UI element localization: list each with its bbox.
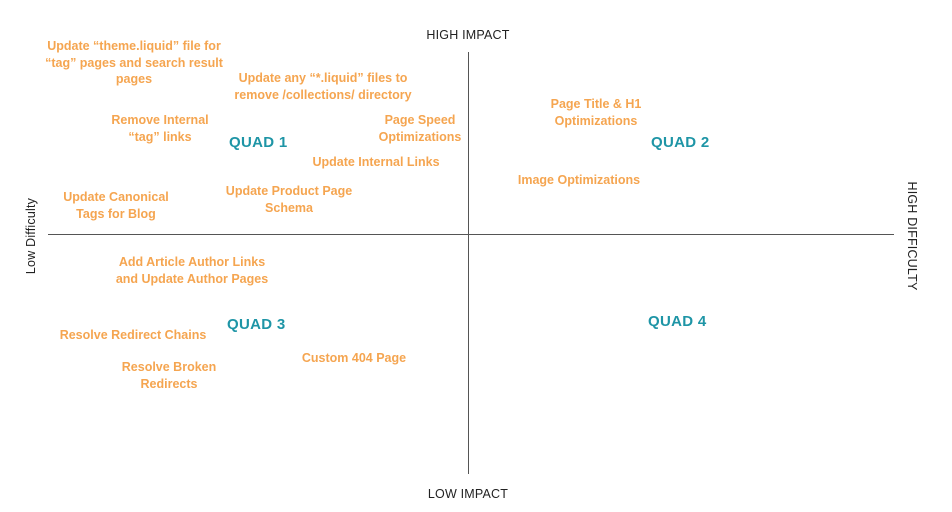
task-image-optimizations: Image Optimizations [517, 173, 641, 187]
quad-2-label: QUAD 2 [651, 134, 710, 151]
quad-4-label: QUAD 4 [648, 313, 707, 330]
task-update-theme-liquid: Update “theme.liquid” file for “tag” pag… [45, 39, 223, 86]
task-resolve-redirect-chains: Resolve Redirect Chains [59, 328, 207, 342]
task-page-speed-optimizations: Page Speed Optimizations [378, 113, 462, 144]
axis-label-low-impact: LOW IMPACT [427, 487, 509, 501]
task-page-title-h1: Page Title & H1 Optimizations [550, 97, 642, 128]
axis-label-high-impact: HIGH IMPACT [426, 28, 510, 42]
task-remove-internal-tag-links: Remove Internal “tag” links [111, 113, 209, 144]
task-resolve-broken-redirects: Resolve Broken Redirects [121, 360, 217, 391]
axis-label-high-difficulty: HIGH DIFFICULTY [905, 181, 919, 291]
quad-1-label: QUAD 1 [229, 134, 288, 151]
task-update-internal-links: Update Internal Links [312, 155, 440, 169]
axis-label-low-difficulty: Low Difficulty [24, 197, 38, 275]
vertical-axis [468, 52, 469, 474]
task-update-liquid-files: Update any “*.liquid” files to remove /c… [234, 71, 412, 102]
task-update-canonical-tags: Update Canonical Tags for Blog [63, 190, 169, 221]
horizontal-axis [48, 234, 894, 235]
task-custom-404-page: Custom 404 Page [301, 351, 407, 365]
task-update-product-page-schema: Update Product Page Schema [225, 184, 353, 215]
task-article-author-links: Add Article Author Links and Update Auth… [115, 255, 269, 286]
quad-3-label: QUAD 3 [227, 316, 286, 333]
